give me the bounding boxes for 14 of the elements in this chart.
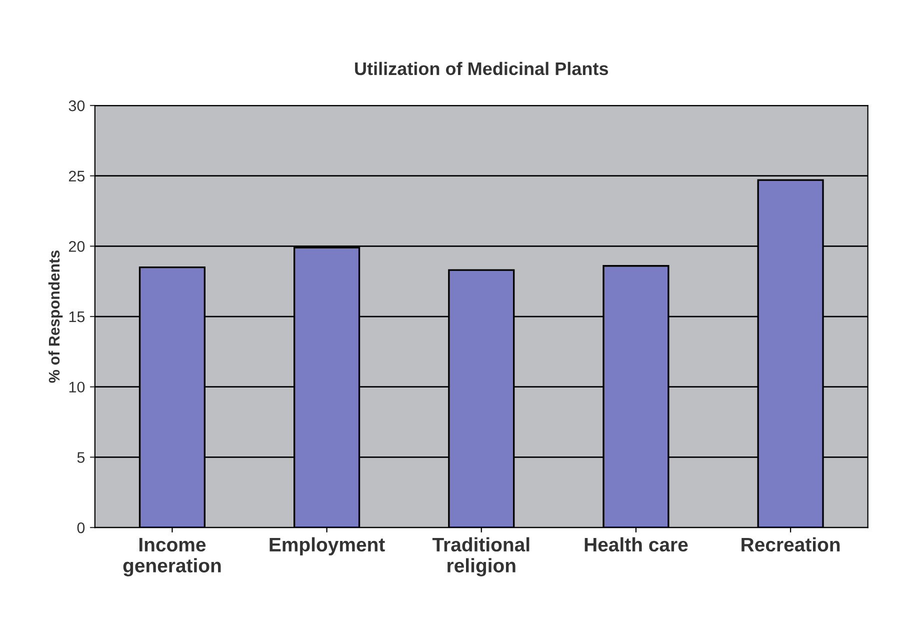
chart-title: Utilization of Medicinal Plants <box>355 62 608 76</box>
x-tick-label: Employment <box>270 537 385 556</box>
y-tick-label: 25 <box>68 170 85 182</box>
y-tick-label: 0 <box>77 522 85 534</box>
y-axis-title: % of Respondents <box>48 250 63 383</box>
y-tick-label: 10 <box>69 382 85 393</box>
y-tick-label: 15 <box>69 312 85 322</box>
x-tick-label: Income generation <box>123 538 221 576</box>
y-tick-label: 5 <box>77 452 85 463</box>
y-tick-label: 20 <box>68 241 85 252</box>
y-tick-label: 30 <box>68 100 85 112</box>
x-tick-label: Recreation <box>742 537 840 552</box>
x-tick-label: Traditional religion <box>432 537 530 576</box>
x-tick-label: Health care <box>584 537 688 552</box>
